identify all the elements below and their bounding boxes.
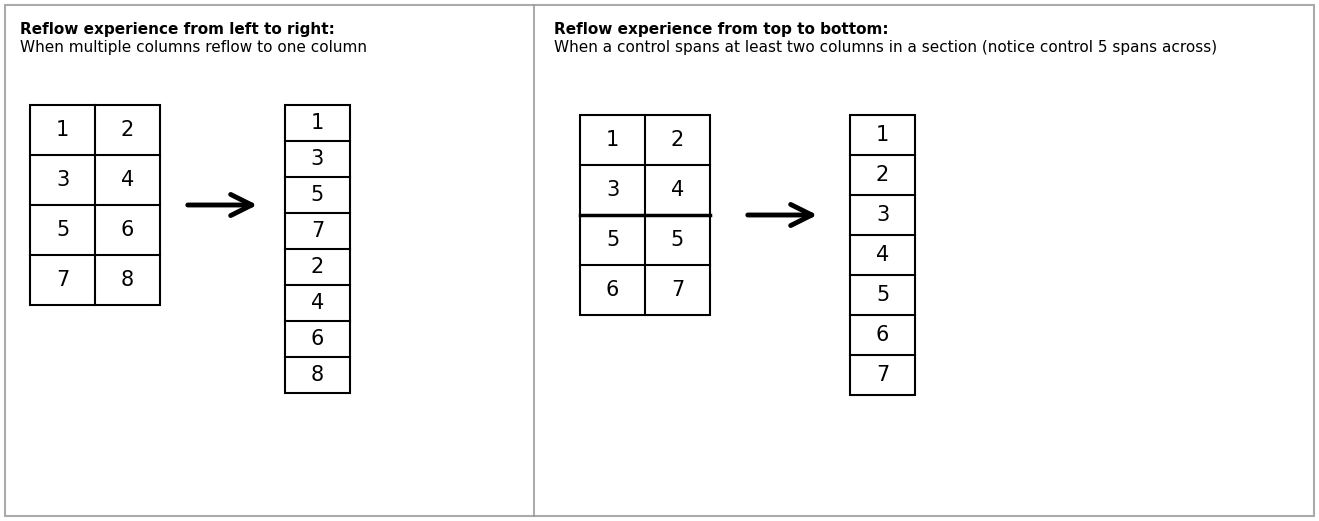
Text: 2: 2 xyxy=(671,130,685,150)
Text: 7: 7 xyxy=(876,365,889,385)
Text: 7: 7 xyxy=(311,221,324,241)
Text: 5: 5 xyxy=(55,220,69,240)
Text: 5: 5 xyxy=(671,230,685,250)
Text: Reflow experience from top to bottom:: Reflow experience from top to bottom: xyxy=(554,22,889,37)
Text: 6: 6 xyxy=(311,329,324,349)
Text: 3: 3 xyxy=(876,205,889,225)
Text: 4: 4 xyxy=(876,245,889,265)
Text: 2: 2 xyxy=(121,120,135,140)
Text: 4: 4 xyxy=(311,293,324,313)
Text: 3: 3 xyxy=(311,149,324,169)
Text: 7: 7 xyxy=(671,280,685,300)
Text: 8: 8 xyxy=(311,365,324,385)
Text: 6: 6 xyxy=(605,280,619,300)
Text: 6: 6 xyxy=(121,220,135,240)
Text: When a control spans at least two columns in a section (notice control 5 spans a: When a control spans at least two column… xyxy=(554,40,1217,55)
Text: 2: 2 xyxy=(876,165,889,185)
Bar xyxy=(849,115,915,395)
Text: 3: 3 xyxy=(55,170,69,190)
Text: 5: 5 xyxy=(311,185,324,205)
Bar xyxy=(580,115,710,315)
Bar xyxy=(285,105,350,393)
Text: 6: 6 xyxy=(876,325,889,345)
Text: Reflow experience from left to right:: Reflow experience from left to right: xyxy=(20,22,335,37)
Text: 4: 4 xyxy=(671,180,685,200)
Text: When multiple columns reflow to one column: When multiple columns reflow to one colu… xyxy=(20,40,367,55)
Text: 7: 7 xyxy=(55,270,69,290)
Text: 1: 1 xyxy=(605,130,619,150)
Text: 1: 1 xyxy=(876,125,889,145)
Bar xyxy=(30,105,160,305)
Text: 3: 3 xyxy=(605,180,619,200)
Text: 5: 5 xyxy=(876,285,889,305)
Text: 4: 4 xyxy=(121,170,135,190)
Text: 5: 5 xyxy=(605,230,619,250)
Text: 1: 1 xyxy=(55,120,69,140)
Text: 8: 8 xyxy=(121,270,135,290)
Text: 2: 2 xyxy=(311,257,324,277)
Text: 1: 1 xyxy=(311,113,324,133)
